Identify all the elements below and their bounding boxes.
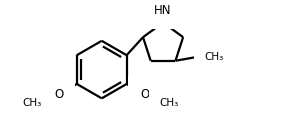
Text: O: O: [140, 88, 150, 101]
Text: HN: HN: [154, 4, 172, 17]
Text: O: O: [54, 88, 63, 101]
Text: CH₃: CH₃: [204, 52, 223, 62]
Text: CH₃: CH₃: [22, 98, 42, 108]
Text: CH₃: CH₃: [160, 98, 179, 108]
